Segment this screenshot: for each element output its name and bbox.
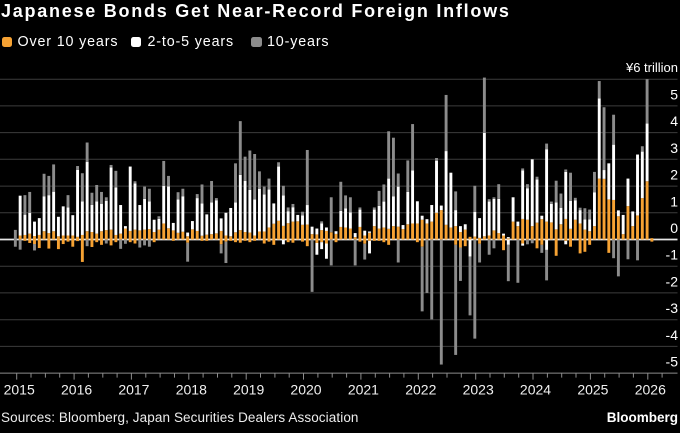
svg-text:-5: -5 <box>666 354 679 370</box>
svg-text:3: 3 <box>670 140 678 156</box>
svg-text:2019: 2019 <box>233 382 264 398</box>
svg-text:-4: -4 <box>666 327 679 343</box>
svg-text:2016: 2016 <box>61 382 92 398</box>
svg-text:-3: -3 <box>666 300 679 316</box>
svg-text:5: 5 <box>670 86 678 102</box>
svg-text:¥6 trillion: ¥6 trillion <box>625 60 678 75</box>
svg-text:-2: -2 <box>666 273 679 289</box>
svg-text:2015: 2015 <box>4 382 35 398</box>
svg-text:-1: -1 <box>666 247 679 263</box>
svg-text:2022: 2022 <box>405 382 436 398</box>
svg-text:2020: 2020 <box>290 382 321 398</box>
svg-text:2025: 2025 <box>577 382 608 398</box>
svg-text:2017: 2017 <box>118 382 149 398</box>
svg-text:2023: 2023 <box>463 382 494 398</box>
svg-text:2021: 2021 <box>348 382 379 398</box>
svg-text:1: 1 <box>670 193 678 209</box>
svg-text:4: 4 <box>670 113 678 129</box>
svg-text:2024: 2024 <box>520 382 551 398</box>
svg-text:2: 2 <box>670 167 678 183</box>
svg-text:0: 0 <box>670 220 678 236</box>
svg-text:2026: 2026 <box>635 382 666 398</box>
svg-text:2018: 2018 <box>176 382 207 398</box>
